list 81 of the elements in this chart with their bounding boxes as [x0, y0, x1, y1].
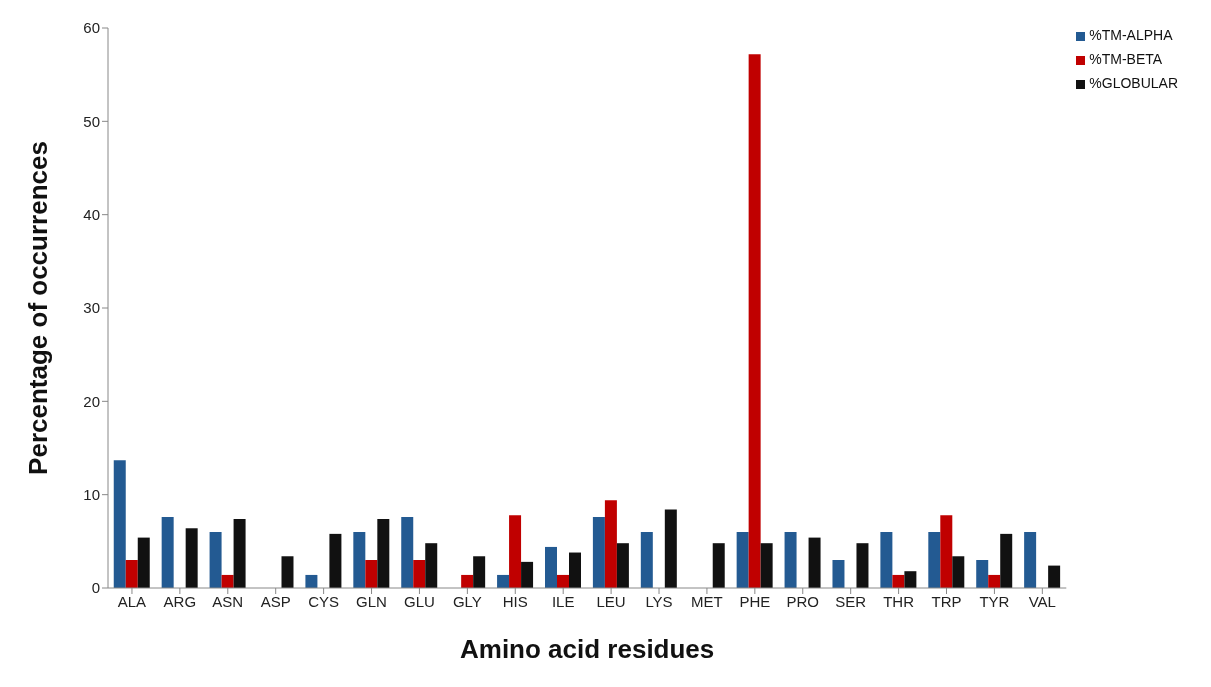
x-tick-label: GLU: [404, 592, 435, 610]
x-tick-label: PRO: [786, 592, 820, 610]
bar: [664, 509, 677, 588]
bar: [137, 537, 150, 588]
x-tick-label: TYR: [979, 592, 1010, 610]
x-tick-label: LEU: [596, 592, 626, 610]
legend-label: %TM-ALPHA: [1089, 27, 1173, 43]
bar: [760, 543, 773, 588]
x-tick-label: ILE: [551, 592, 575, 610]
y-tick-label: 0: [91, 579, 100, 597]
bar: [856, 543, 869, 588]
bar: [185, 528, 198, 588]
bar: [544, 546, 557, 588]
x-tick-label: ASP: [260, 592, 291, 610]
bar: [616, 543, 629, 588]
bar: [976, 560, 989, 588]
bar: [113, 460, 126, 588]
bar: [209, 532, 222, 588]
bar: [556, 574, 569, 588]
bar: [473, 556, 486, 588]
bar: [592, 517, 605, 588]
y-tick-label: 50: [83, 112, 100, 130]
x-tick-label: ARG: [163, 592, 197, 610]
bar: [1000, 533, 1013, 588]
y-tick-label: 60: [83, 19, 100, 37]
legend-label: %TM-BETA: [1089, 51, 1163, 67]
bar: [988, 574, 1001, 588]
bar: [892, 574, 905, 588]
bar: [365, 560, 378, 588]
bar: [784, 532, 797, 588]
y-axis-title: Percentage of occurrences: [23, 141, 54, 475]
x-tick-label: GLN: [356, 592, 387, 610]
bar: [401, 517, 414, 588]
y-tick-label: 20: [83, 392, 100, 410]
x-tick-label: VAL: [1028, 592, 1056, 610]
bar: [808, 537, 821, 588]
y-tick-label: 40: [83, 205, 100, 223]
bar: [904, 571, 917, 588]
x-tick-label: CYS: [308, 592, 340, 610]
bar: [377, 518, 390, 588]
bar: [928, 532, 941, 588]
bar: [281, 556, 294, 588]
bar: [413, 560, 426, 588]
y-tick-label: 10: [83, 485, 100, 503]
bar: [712, 543, 725, 588]
bar: [497, 574, 510, 588]
x-tick-label: GLY: [452, 592, 482, 610]
bar: [329, 533, 342, 588]
x-tick-label: ALA: [117, 592, 147, 610]
bar: [940, 515, 953, 588]
bar: [1048, 565, 1061, 588]
legend-label: %GLOBULAR: [1089, 75, 1178, 91]
bar: [509, 515, 522, 588]
bar: [1024, 532, 1037, 588]
x-tick-label: HIS: [502, 592, 528, 610]
y-tick-label: 30: [83, 299, 100, 317]
bar: [125, 560, 138, 588]
bar: [521, 561, 534, 588]
x-tick-label: MET: [691, 592, 723, 610]
x-axis-title: Amino acid residues: [459, 634, 715, 664]
bar: [305, 574, 318, 588]
bar: [425, 543, 438, 588]
bar: [353, 532, 366, 588]
bar: [221, 574, 234, 588]
x-tick-label: TRP: [931, 592, 962, 610]
bar: [748, 54, 761, 588]
bar: [568, 552, 581, 588]
bar: [952, 556, 965, 588]
bar: [461, 574, 474, 588]
bar: [880, 532, 893, 588]
x-tick-label: PHE: [739, 592, 771, 610]
x-tick-label: SER: [835, 592, 867, 610]
x-tick-label: THR: [883, 592, 915, 610]
bar: [736, 532, 749, 588]
x-tick-label: ASN: [212, 592, 244, 610]
x-tick-label: LYS: [645, 592, 673, 610]
bar: [832, 560, 845, 588]
bar: [640, 532, 653, 588]
bar: [604, 500, 617, 588]
bar: [233, 518, 246, 588]
bar: [161, 517, 174, 588]
